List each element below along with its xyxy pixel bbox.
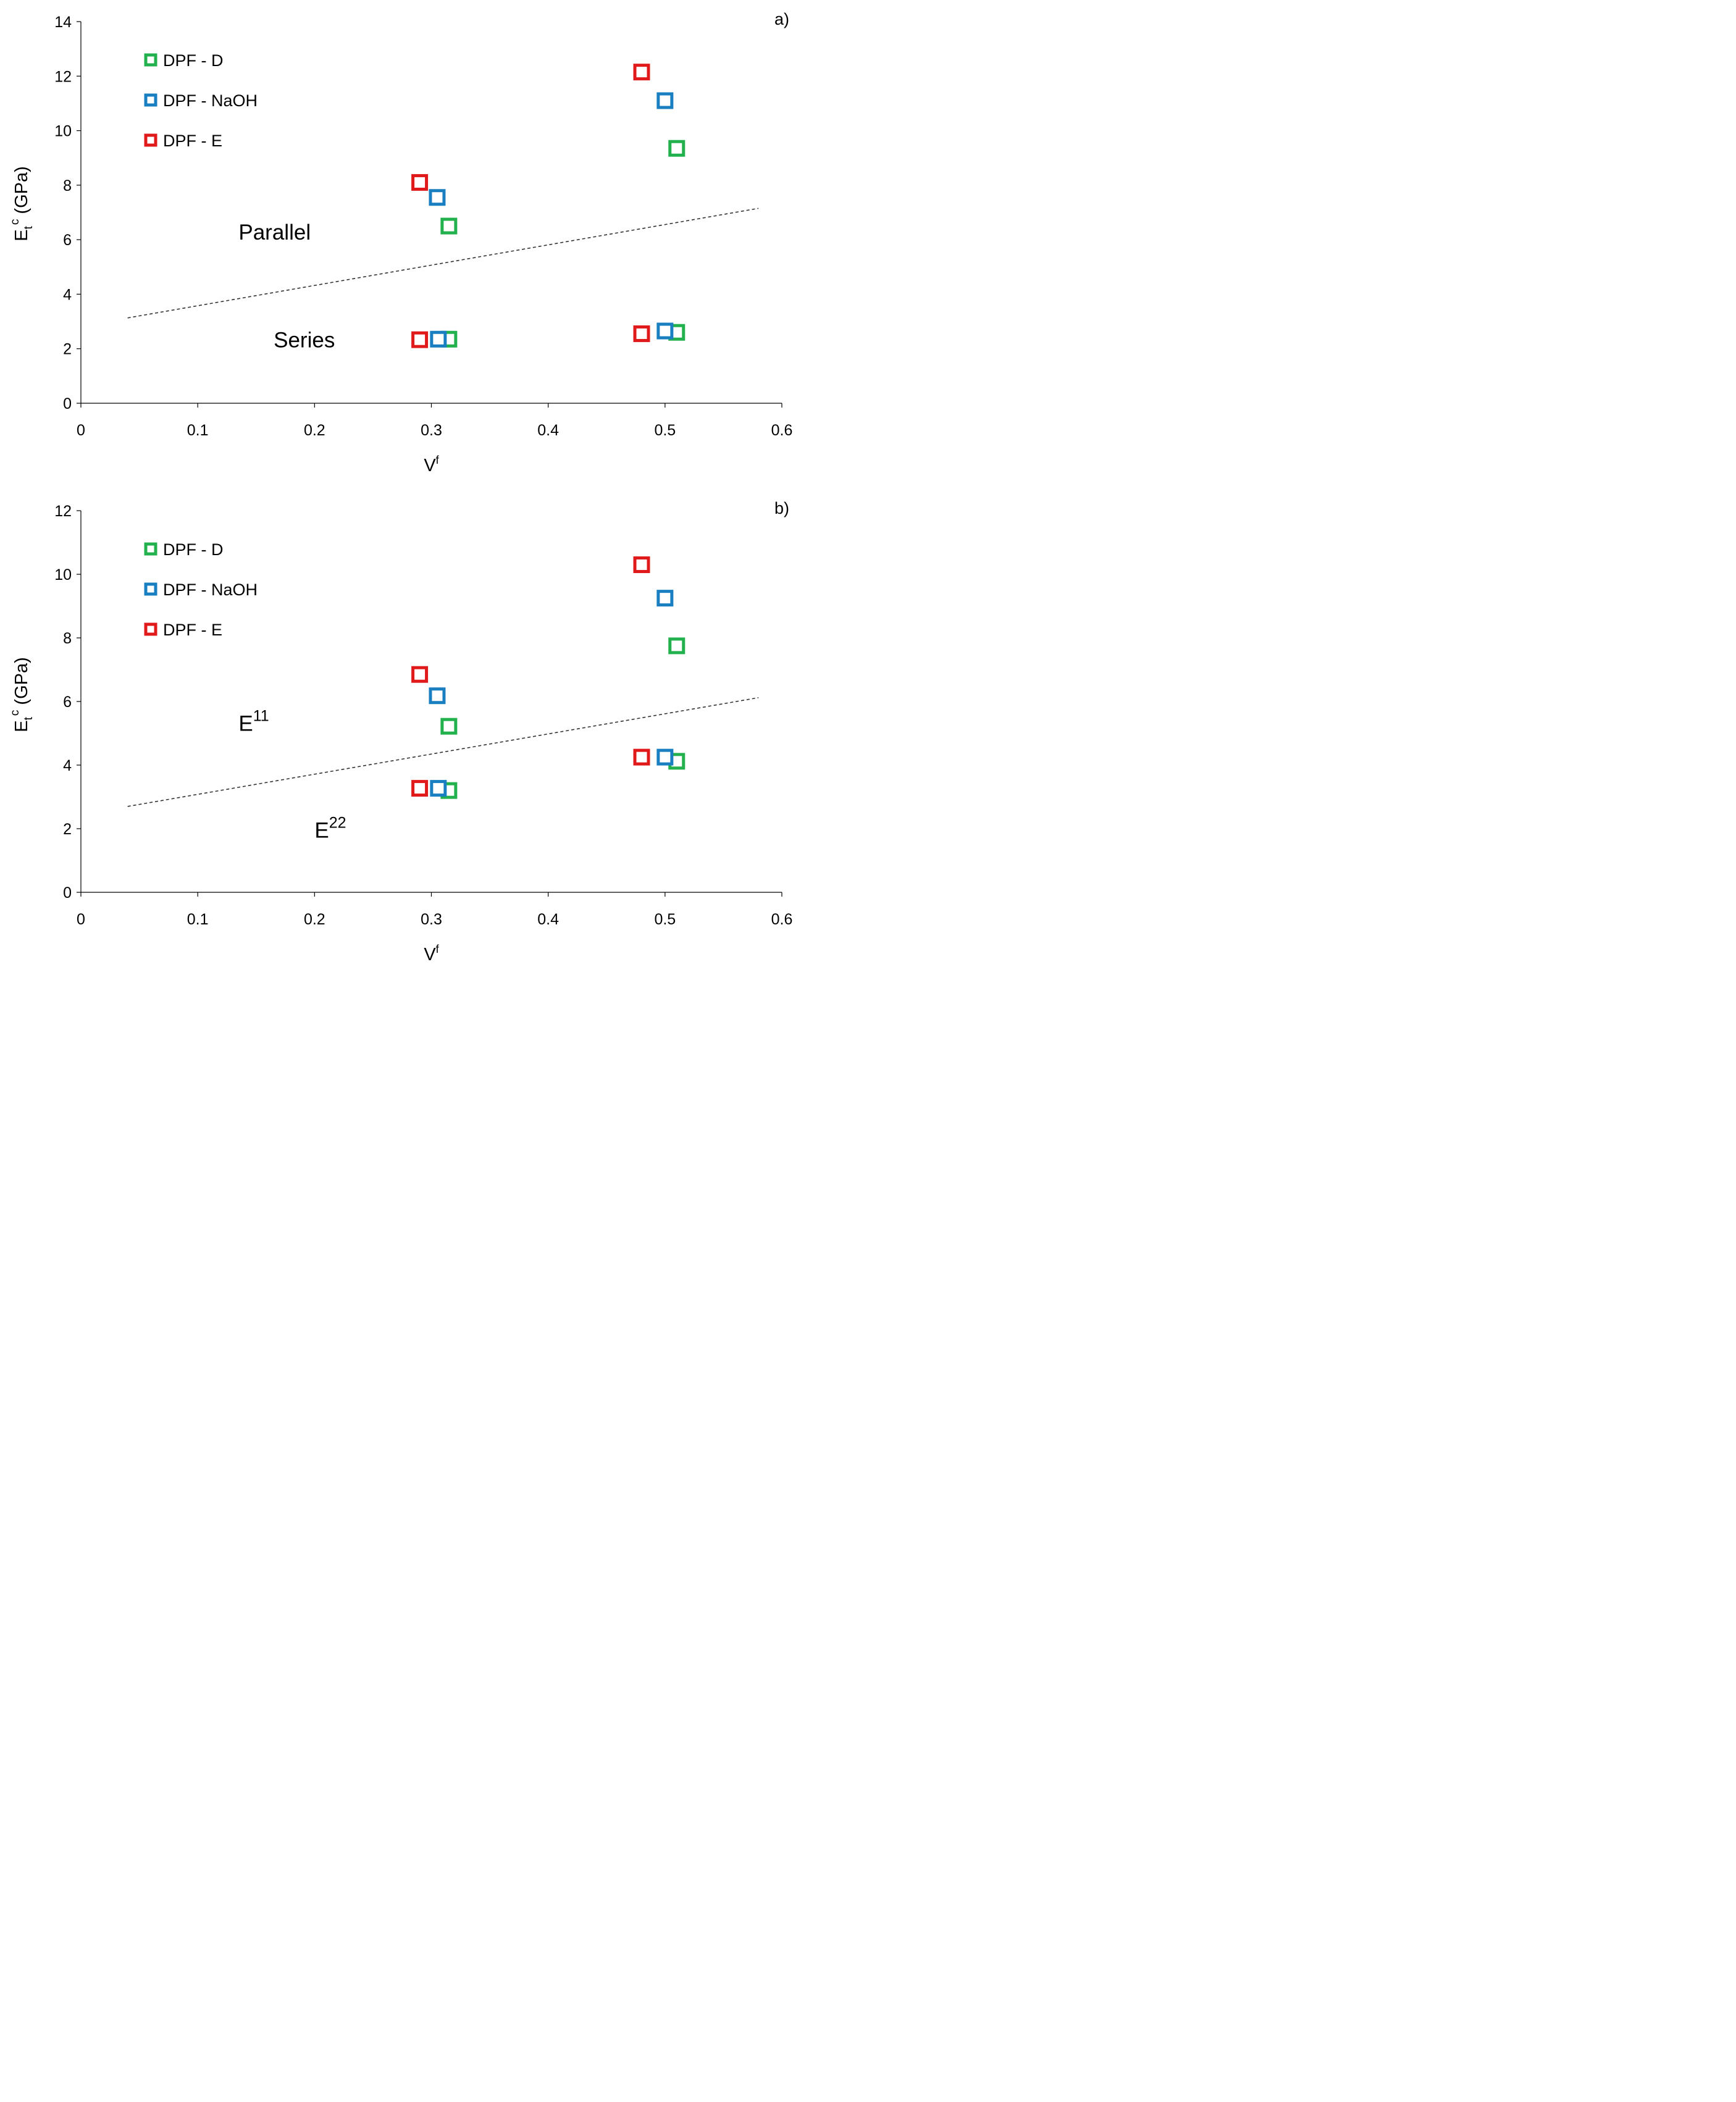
y-axis-title-main: E [12,229,31,241]
x-tick-label: 0.3 [421,422,442,439]
legend-marker [144,582,157,596]
data-point [633,748,650,766]
x-axis-title-sup: f [436,943,440,955]
data-point [430,780,447,797]
data-point [429,687,446,705]
x-tick-label: 0.4 [537,911,559,928]
region-label-main: E [238,711,253,735]
legend-marker [144,53,157,67]
legend-marker [144,133,157,147]
y-tick-label: 12 [54,68,72,85]
y-tick-label: 10 [54,566,72,584]
data-point [633,64,650,81]
data-point [633,325,650,342]
data-point [411,331,429,348]
legend-marker [144,93,157,107]
y-axis-title: Etc (GPa) [9,657,35,732]
region-label-main: Series [274,329,335,353]
x-axis-title-main: V [424,456,436,475]
y-axis-title: Etc (GPa) [9,166,35,241]
data-point [668,637,686,655]
x-tick-label: 0.3 [421,911,442,928]
data-point [656,92,674,109]
panel-label: b) [774,499,789,517]
y-tick-label: 0 [63,884,72,902]
x-axis-title-main: V [424,945,436,965]
y-tick-label: 2 [63,341,72,358]
y-tick-label: 4 [63,286,72,303]
chart-panel-b: 0 2 4 6 8 10 12 0 0.1 0.2 0.3 0.4 0.5 0.6 Vf Etc (GPa) b… [9,499,792,965]
data-point [656,322,674,340]
y-tick-label: 10 [54,123,72,140]
x-tick-label: 0.5 [654,422,676,439]
y-tick-label: 8 [63,630,72,647]
region-label: E11 [238,707,269,735]
region-label-main: Parallel [238,220,311,245]
x-axis-title: Vf [424,943,439,965]
y-tick-label: 0 [63,395,72,412]
region-label-sup: 22 [329,814,346,831]
panel-label: a) [774,10,789,28]
y-axis-title-unit: (GPa) [12,166,31,219]
region-label: E22 [314,814,346,842]
data-point [411,174,429,191]
y-tick-label: 12 [54,503,72,520]
y-axis-title-sup: c [9,710,22,716]
x-tick-label: 0.4 [537,422,559,439]
y-axis-title-sup: c [9,219,22,225]
region-label: Parallel [238,220,311,245]
x-tick-label: 0.2 [304,911,325,928]
y-tick-label: 14 [54,14,72,31]
region-label-main: E [314,818,329,842]
y-tick-label: 6 [63,693,72,711]
legend-label: DPF - E [163,621,222,639]
region-label-sup: 11 [253,707,269,724]
x-tick-label: 0.5 [654,911,676,928]
y-axis-title-unit: (GPa) [12,657,31,710]
y-axis-title-sub: t [22,225,35,229]
legend-label: DPF - D [163,51,224,70]
data-point [429,189,446,206]
legend-label: DPF - NaOH [163,580,258,599]
legend-label: DPF - E [163,132,222,150]
region-label: Series [274,329,335,353]
legend-marker [144,622,157,636]
y-tick-label: 4 [63,757,72,774]
y-tick-label: 6 [63,232,72,249]
data-point [430,330,447,348]
fit-line-dashed [127,207,759,319]
data-point [411,666,429,683]
data-point [656,748,674,766]
data-point [411,780,429,797]
y-tick-label: 2 [63,821,72,838]
y-axis-title-main: E [12,720,31,732]
legend-label: DPF - NaOH [163,91,258,110]
data-point [440,217,458,235]
x-tick-label: 0.1 [187,911,209,928]
y-tick-label: 8 [63,177,72,195]
data-point [440,718,458,735]
y-axis-title-sub: t [22,716,35,720]
chart-panel-a: 0 2 4 6 8 10 12 14 0 0.1 0.2 0.3 0.4 0.5 0.6 Vf Etc (GPa… [9,10,792,475]
x-tick-label: 0 [77,911,85,928]
x-tick-label: 0.6 [771,911,793,928]
x-axis-title: Vf [424,454,439,475]
x-tick-label: 0.1 [187,422,209,439]
x-tick-label: 0.2 [304,422,325,439]
x-tick-label: 0 [77,422,85,439]
fit-line-dashed [127,697,759,807]
data-point [656,590,674,607]
legend-label: DPF - D [163,540,224,559]
legend-marker [144,542,157,556]
data-point [633,556,650,574]
x-tick-label: 0.6 [771,422,793,439]
data-point [668,140,686,157]
x-axis-title-sup: f [436,454,440,466]
